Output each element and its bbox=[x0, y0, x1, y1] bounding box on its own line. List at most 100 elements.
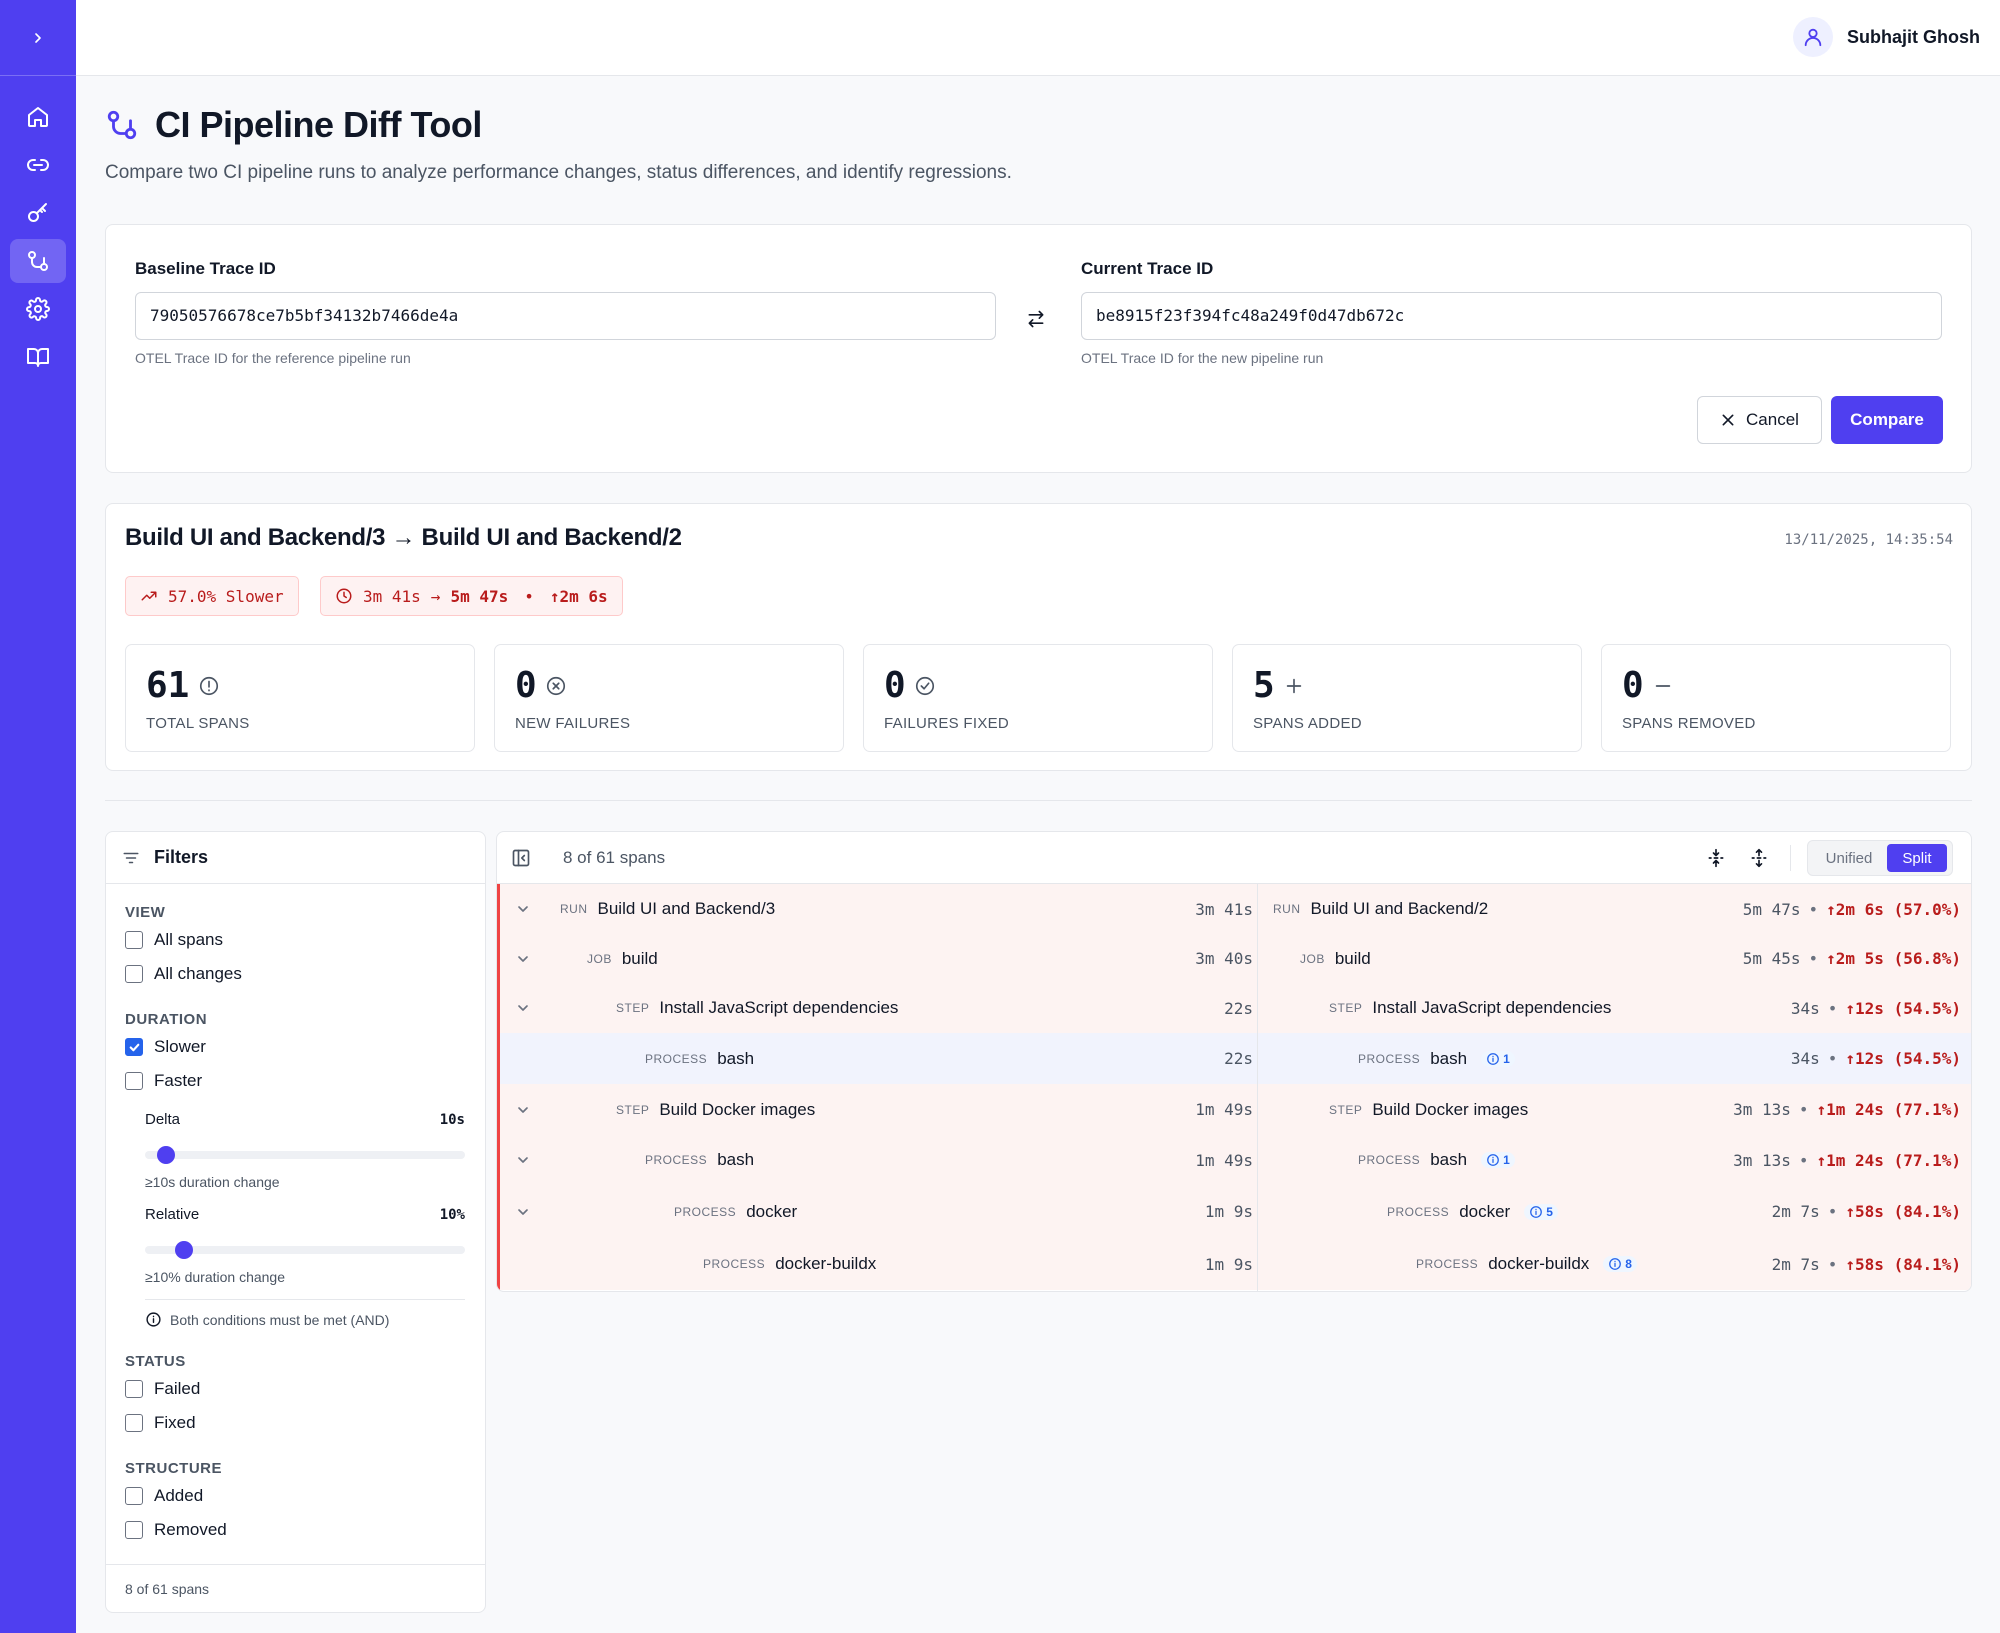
gear-icon bbox=[26, 297, 50, 321]
info-badge[interactable]: 1 bbox=[1481, 1152, 1515, 1168]
diff-row[interactable]: PROCESS bash 1m 49s PROCESS bash 1 3m 13s • ↑1m … bbox=[497, 1135, 1971, 1185]
right-duration-group: 5m 47s • ↑2m 6s (57.0%) bbox=[1743, 884, 1961, 934]
check-circle-icon bbox=[915, 676, 935, 696]
span-kind: PROCESS bbox=[1416, 1257, 1479, 1271]
info-badge[interactable]: 5 bbox=[1524, 1203, 1558, 1220]
collapse-all-icon[interactable] bbox=[1706, 848, 1726, 868]
right-span: PROCESS docker-buildx 8 bbox=[1416, 1238, 1637, 1290]
right-duration: 3m 13s bbox=[1733, 1100, 1791, 1119]
checkbox[interactable] bbox=[125, 1414, 143, 1432]
filter-all-spans[interactable]: All spans bbox=[125, 930, 223, 950]
info-count: 1 bbox=[1503, 1051, 1510, 1066]
sidebar-item-docs[interactable] bbox=[10, 335, 66, 379]
diff-row[interactable]: PROCESS bash 22s PROCESS bash 1 34s • ↑12s (54.5… bbox=[497, 1033, 1971, 1084]
chevron-down-icon[interactable] bbox=[515, 1204, 531, 1220]
sidebar-item-home[interactable] bbox=[10, 95, 66, 139]
stat-total-spans: 61 TOTAL SPANS bbox=[125, 644, 475, 752]
checkbox[interactable] bbox=[125, 1487, 143, 1505]
chevron-down-icon[interactable] bbox=[515, 1102, 531, 1118]
diff-row[interactable]: PROCESS docker 1m 9s PROCESS docker 5 2m 7s • ↑5… bbox=[497, 1185, 1971, 1238]
sidebar-item-links[interactable] bbox=[10, 143, 66, 187]
diff-row[interactable]: STEP Build Docker images 1m 49s STEP Build D… bbox=[497, 1084, 1971, 1135]
right-duration: 5m 45s bbox=[1742, 949, 1801, 968]
slower-badge: 57.0% Slower bbox=[125, 576, 299, 616]
baseline-help: OTEL Trace ID for the reference pipeline… bbox=[135, 350, 411, 366]
filter-added[interactable]: Added bbox=[125, 1486, 203, 1506]
diff-row[interactable]: STEP Install JavaScript dependencies 22s ST… bbox=[497, 983, 1971, 1033]
right-duration: 34s bbox=[1790, 1049, 1820, 1068]
current-trace-input[interactable]: be8915f23f394fc48a249f0d47db672c bbox=[1081, 292, 1942, 340]
chevron-down-icon[interactable] bbox=[515, 951, 531, 967]
filter-all-changes[interactable]: All changes bbox=[125, 964, 242, 984]
compare-button[interactable]: Compare bbox=[1831, 396, 1943, 444]
checkbox[interactable] bbox=[125, 965, 143, 983]
span-kind: STEP bbox=[616, 1102, 650, 1117]
filter-lines-icon bbox=[123, 852, 139, 863]
info-badge[interactable]: 1 bbox=[1481, 1050, 1515, 1067]
slider-thumb[interactable] bbox=[175, 1241, 194, 1259]
sidebar-expand-button[interactable] bbox=[0, 0, 76, 76]
chevron-down-icon[interactable] bbox=[515, 1152, 531, 1168]
panel-left-icon[interactable] bbox=[511, 848, 531, 868]
user-menu[interactable]: Subhajit Ghosh bbox=[1793, 17, 1980, 57]
checkbox[interactable] bbox=[125, 1072, 143, 1090]
checkbox[interactable] bbox=[125, 1380, 143, 1398]
relative-slider[interactable] bbox=[145, 1241, 465, 1259]
git-compare-icon bbox=[107, 110, 137, 140]
diff-row[interactable]: RUN Build UI and Backend/3 3m 41s RUN Build … bbox=[497, 884, 1971, 934]
checkbox[interactable] bbox=[125, 931, 143, 949]
right-duration-group: 2m 7s • ↑58s (84.1%) bbox=[1772, 1185, 1961, 1238]
filter-removed[interactable]: Removed bbox=[125, 1520, 227, 1540]
right-span: STEP Build Docker images bbox=[1329, 1084, 1528, 1135]
compare-form: Baseline Trace ID 79050576678ce7b5bf3413… bbox=[105, 224, 1972, 473]
filter-slower[interactable]: Slower bbox=[125, 1037, 206, 1057]
span-name: Install JavaScript dependencies bbox=[1372, 998, 1612, 1017]
info-circle-icon bbox=[1530, 1205, 1543, 1218]
filter-faster[interactable]: Faster bbox=[125, 1071, 202, 1091]
sidebar-item-settings[interactable] bbox=[10, 287, 66, 331]
baseline-trace-input[interactable]: 79050576678ce7b5bf34132b7466de4a bbox=[135, 292, 996, 340]
status-section-title: STATUS bbox=[125, 1353, 186, 1370]
span-count: 8 of 61 spans bbox=[563, 848, 666, 867]
unified-view-button[interactable]: Unified bbox=[1825, 849, 1873, 867]
diff-row[interactable]: PROCESS docker-buildx 1m 9s PROCESS docker-b… bbox=[497, 1238, 1971, 1290]
duration-delta: ↑2m 6s bbox=[549, 586, 608, 606]
duration-from: 3m 41s bbox=[363, 586, 421, 606]
filter-fixed[interactable]: Fixed bbox=[125, 1413, 196, 1433]
slower-text: 57.0% Slower bbox=[168, 586, 284, 606]
filter-failed[interactable]: Failed bbox=[125, 1379, 200, 1399]
chevron-down-icon[interactable] bbox=[515, 901, 531, 917]
right-duration: 2m 7s bbox=[1771, 1254, 1820, 1274]
filter-label: Slower bbox=[154, 1037, 206, 1056]
span-name: Install JavaScript dependencies bbox=[659, 998, 899, 1017]
separator-dot: • bbox=[1798, 1150, 1809, 1170]
delta-hint: ≥10s duration change bbox=[145, 1174, 280, 1190]
baseline-label: Baseline Trace ID bbox=[135, 259, 276, 278]
delta-slider[interactable] bbox=[145, 1146, 465, 1164]
separator-dot: • bbox=[1808, 899, 1819, 919]
minus-icon bbox=[1655, 685, 1671, 687]
info-circle-icon bbox=[199, 676, 219, 696]
stat-value: 0 bbox=[884, 665, 906, 706]
chevron-down-icon[interactable] bbox=[515, 1000, 531, 1016]
slider-thumb[interactable] bbox=[157, 1146, 176, 1164]
info-badge[interactable]: 8 bbox=[1603, 1256, 1637, 1272]
span-kind: PROCESS bbox=[1358, 1051, 1421, 1066]
cancel-button[interactable]: Cancel bbox=[1697, 396, 1822, 444]
change-indicator bbox=[497, 884, 500, 934]
sidebar-item-pipeline-diff[interactable] bbox=[10, 239, 66, 283]
separator-dot: • bbox=[1827, 1049, 1838, 1068]
checkbox-checked[interactable] bbox=[125, 1038, 143, 1056]
separator-dot: • bbox=[1808, 949, 1819, 968]
diff-row[interactable]: JOB build 3m 40s JOB build 5m 45s • ↑2m 5s (56.… bbox=[497, 934, 1971, 983]
span-name: docker-buildx bbox=[775, 1254, 877, 1273]
swap-button[interactable] bbox=[1020, 303, 1052, 335]
sidebar-item-keys[interactable] bbox=[10, 191, 66, 235]
filter-label: Removed bbox=[154, 1520, 227, 1539]
checkbox[interactable] bbox=[125, 1521, 143, 1539]
duration-separator: • bbox=[524, 586, 534, 606]
filter-label: All changes bbox=[154, 964, 242, 983]
split-view-button[interactable]: Split bbox=[1887, 844, 1947, 872]
expand-all-icon[interactable] bbox=[1749, 848, 1769, 868]
user-icon bbox=[1804, 28, 1822, 47]
